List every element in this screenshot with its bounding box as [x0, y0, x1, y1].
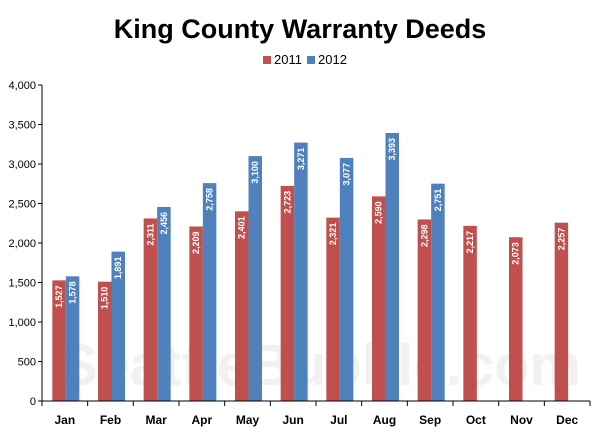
bar-label-2012-feb: 1,891: [113, 257, 123, 280]
bar-2012-feb: [111, 251, 125, 401]
bar-label-2011-oct: 2,217: [465, 231, 475, 254]
chart-title: King County Warranty Deeds: [114, 14, 487, 44]
bar-2012-jan: [65, 276, 80, 401]
bar-label-2012-jul: 3,077: [342, 163, 352, 186]
bar-2011-may: [235, 211, 249, 401]
x-tick-label-dec: Dec: [556, 413, 578, 427]
x-tick-label-feb: Feb: [100, 413, 121, 427]
bar-2012-sep: [431, 183, 445, 401]
bar-2011-sep: [417, 219, 432, 401]
x-tick-label-jul: Jul: [330, 413, 347, 427]
x-tick-label-oct: Oct: [466, 413, 486, 427]
legend-swatch-2011: [263, 56, 271, 64]
bar-label-2011-may: 2,401: [237, 216, 247, 239]
bar-2011-mar: [143, 218, 158, 401]
bar-label-2011-feb: 1,510: [100, 287, 110, 310]
bar-2011-jul: [326, 217, 340, 401]
y-tick-label: 4,000: [8, 80, 36, 92]
y-tick-label: 2,500: [8, 199, 36, 211]
x-tick-label-may: May: [236, 413, 260, 427]
bar-2011-nov: [509, 237, 523, 401]
bar-2011-feb: [98, 281, 112, 401]
bar-label-2011-mar: 2,311: [145, 223, 155, 245]
bar-label-2011-jul: 2,321: [328, 223, 338, 246]
bar-2012-jul: [339, 157, 354, 401]
bar-label-2011-jun: 2,723: [282, 191, 292, 214]
legend: 2011 2012: [263, 52, 347, 67]
y-tick-label: 1,000: [8, 317, 36, 329]
watermark-text: SeattleBubble.com: [59, 333, 581, 398]
bar-label-2011-aug: 2,590: [374, 201, 384, 224]
x-tick-label-mar: Mar: [145, 413, 167, 427]
bar-2011-apr: [189, 226, 203, 401]
x-tick-label-jan: Jan: [54, 413, 75, 427]
bar-label-2012-jan: 1,578: [68, 281, 78, 304]
x-tick-label-apr: Apr: [191, 413, 212, 427]
bar-2011-aug: [372, 196, 386, 401]
bar-label-2011-apr: 2,209: [191, 231, 201, 254]
bar-2011-jan: [52, 280, 66, 401]
bar-2012-apr: [202, 183, 217, 401]
y-tick-label: 3,500: [8, 120, 36, 132]
bar-2012-may: [248, 156, 262, 401]
bar-label-2011-sep: 2,298: [419, 224, 429, 247]
x-tick-label-jun: Jun: [282, 413, 303, 427]
legend-swatch-2012: [307, 56, 315, 64]
bar-label-2012-jun: 3,271: [296, 148, 306, 171]
x-tick-label-aug: Aug: [373, 413, 396, 427]
bar-2012-jun: [294, 142, 308, 401]
bar-label-2011-jan: 1,527: [54, 285, 64, 308]
bar-2011-dec: [554, 222, 569, 401]
y-tick-label: 500: [18, 357, 36, 369]
y-axis: 0 500 1,000 1,500 2,000 2,500 3,000 3,500 4,000: [8, 80, 43, 408]
bar-label-2012-may: 3,100: [250, 161, 260, 184]
bar-2012-aug: [385, 132, 399, 401]
bar-2011-jun: [280, 185, 295, 401]
bar-2012-mar: [157, 206, 171, 401]
bar-label-2012-mar: 2,456: [159, 212, 169, 235]
legend-label-2012: 2012: [318, 52, 347, 67]
y-tick-label: 2,000: [8, 238, 36, 250]
x-axis: Jan Feb Mar Apr May Jun Jul Aug Sep Oct Nov Dec: [41, 400, 591, 427]
y-tick-label: 0: [30, 396, 36, 408]
bar-label-2011-dec: 2,257: [556, 228, 566, 251]
bar-label-2012-apr: 2,758: [205, 188, 215, 211]
bar-2011-oct: [463, 225, 477, 401]
legend-label-2011: 2011: [274, 52, 302, 67]
bar-label-2012-aug: 3,393: [387, 138, 397, 161]
x-tick-label-nov: Nov: [510, 413, 533, 427]
x-tick-label-sep: Sep: [419, 413, 441, 427]
y-tick-label: 1,500: [8, 278, 36, 290]
bar-label-2012-sep: 2,751: [433, 189, 443, 212]
y-tick-label: 3,000: [8, 159, 36, 171]
bar-label-2011-nov: 2,073: [511, 242, 521, 265]
